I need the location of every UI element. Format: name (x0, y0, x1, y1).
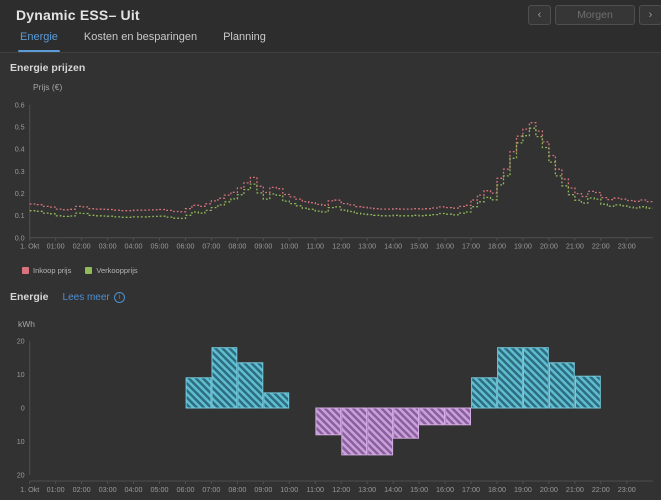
tab-bar: Energie Kosten en besparingen Planning (18, 31, 292, 52)
svg-text:22:00: 22:00 (592, 242, 610, 251)
svg-text:0.1: 0.1 (15, 211, 25, 220)
header: Dynamic ESS– Uit ‹ Morgen › Energie Kost… (0, 0, 661, 53)
svg-text:20: 20 (17, 337, 25, 346)
lees-meer-link[interactable]: Lees meer i (62, 291, 125, 303)
svg-text:04:00: 04:00 (125, 242, 143, 251)
svg-text:1. Okt: 1. Okt (20, 242, 39, 251)
legend-inkoop-prijs[interactable]: Inkoop prijs (22, 266, 71, 275)
price-legend: Inkoop prijs Verkoopprijs (22, 266, 152, 275)
svg-text:10:00: 10:00 (280, 242, 298, 251)
verkoopprijs-swatch (85, 267, 93, 274)
next-day-button[interactable]: › (639, 5, 661, 25)
energy-y-axis-title: kWh (18, 319, 35, 329)
svg-text:15:00: 15:00 (410, 242, 428, 251)
lees-meer-label: Lees meer (62, 291, 110, 303)
svg-text:12:00: 12:00 (332, 242, 350, 251)
legend-verkoopprijs[interactable]: Verkoopprijs (85, 266, 138, 275)
day-button-morgen[interactable]: Morgen (555, 5, 635, 25)
tab-kosten-en-besparingen[interactable]: Kosten en besparingen (83, 31, 198, 43)
svg-text:21:00: 21:00 (566, 242, 584, 251)
svg-text:13:00: 13:00 (358, 242, 376, 251)
energy-chart[interactable]: 20 10 0 10 20 1. Okt 01:00 02:00 03:00 04:00 05:00… (0, 315, 661, 500)
svg-text:0: 0 (21, 404, 25, 413)
svg-text:19:00: 19:00 (514, 485, 532, 494)
page-title: Dynamic ESS– Uit (16, 7, 140, 23)
svg-text:08:00: 08:00 (228, 485, 246, 494)
svg-text:1. Okt: 1. Okt (20, 485, 39, 494)
energy-section-header: Energie Lees meer i (10, 291, 125, 303)
svg-text:23:00: 23:00 (618, 485, 636, 494)
inkoop-prijs-label: Inkoop prijs (33, 266, 72, 275)
svg-text:0.4: 0.4 (15, 145, 25, 154)
price-chart[interactable]: 0.0 0.1 0.2 0.3 0.4 0.5 0.6 1. Okt 01:00 02:00 03:… (0, 95, 661, 255)
svg-text:07:00: 07:00 (202, 242, 220, 251)
price-section-title: Energie prijzen (10, 62, 86, 74)
svg-text:02:00: 02:00 (73, 242, 91, 251)
svg-text:20:00: 20:00 (540, 242, 558, 251)
svg-text:12:00: 12:00 (332, 485, 350, 494)
svg-text:0.6: 0.6 (15, 100, 25, 109)
svg-text:14:00: 14:00 (384, 485, 402, 494)
svg-text:15:00: 15:00 (410, 485, 428, 494)
svg-text:05:00: 05:00 (151, 242, 169, 251)
svg-text:14:00: 14:00 (384, 242, 402, 251)
svg-text:18:00: 18:00 (488, 242, 506, 251)
svg-text:02:00: 02:00 (73, 485, 91, 494)
chevron-right-icon: › (648, 8, 653, 21)
svg-text:06:00: 06:00 (176, 242, 194, 251)
tab-energie[interactable]: Energie (18, 31, 60, 52)
chevron-left-icon: ‹ (537, 8, 542, 21)
price-y-axis-title: Prijs (€) (33, 82, 63, 92)
svg-text:16:00: 16:00 (436, 242, 454, 251)
svg-text:01:00: 01:00 (47, 242, 65, 251)
svg-text:05:00: 05:00 (151, 485, 169, 494)
verkoopprijs-label: Verkoopprijs (96, 266, 138, 275)
svg-text:20:00: 20:00 (540, 485, 558, 494)
svg-text:06:00: 06:00 (176, 485, 194, 494)
svg-text:16:00: 16:00 (436, 485, 454, 494)
svg-text:08:00: 08:00 (228, 242, 246, 251)
svg-text:0.2: 0.2 (15, 189, 25, 198)
svg-text:17:00: 17:00 (462, 485, 480, 494)
svg-text:17:00: 17:00 (462, 242, 480, 251)
svg-text:10:00: 10:00 (280, 485, 298, 494)
info-icon: i (113, 291, 125, 303)
svg-text:03:00: 03:00 (99, 242, 117, 251)
svg-text:03:00: 03:00 (99, 485, 117, 494)
svg-text:09:00: 09:00 (254, 485, 272, 494)
svg-text:13:00: 13:00 (358, 485, 376, 494)
svg-text:11:00: 11:00 (307, 485, 324, 494)
svg-text:22:00: 22:00 (592, 485, 610, 494)
svg-text:21:00: 21:00 (566, 485, 584, 494)
svg-text:23:00: 23:00 (618, 242, 636, 251)
svg-text:0.3: 0.3 (15, 167, 25, 176)
tab-planning[interactable]: Planning (223, 31, 266, 43)
svg-text:01:00: 01:00 (47, 485, 65, 494)
svg-text:19:00: 19:00 (514, 242, 532, 251)
svg-text:04:00: 04:00 (125, 485, 143, 494)
energy-section-title: Energie (10, 291, 49, 303)
svg-text:07:00: 07:00 (202, 485, 220, 494)
svg-text:11:00: 11:00 (307, 242, 324, 251)
svg-text:20: 20 (17, 471, 25, 480)
inkoop-prijs-swatch (22, 267, 29, 274)
prev-day-button[interactable]: ‹ (528, 5, 551, 25)
svg-text:10: 10 (17, 370, 25, 379)
svg-text:0.5: 0.5 (15, 122, 25, 131)
svg-text:0.0: 0.0 (15, 233, 25, 242)
svg-text:09:00: 09:00 (254, 242, 272, 251)
svg-text:18:00: 18:00 (488, 485, 506, 494)
svg-text:10: 10 (17, 437, 25, 446)
